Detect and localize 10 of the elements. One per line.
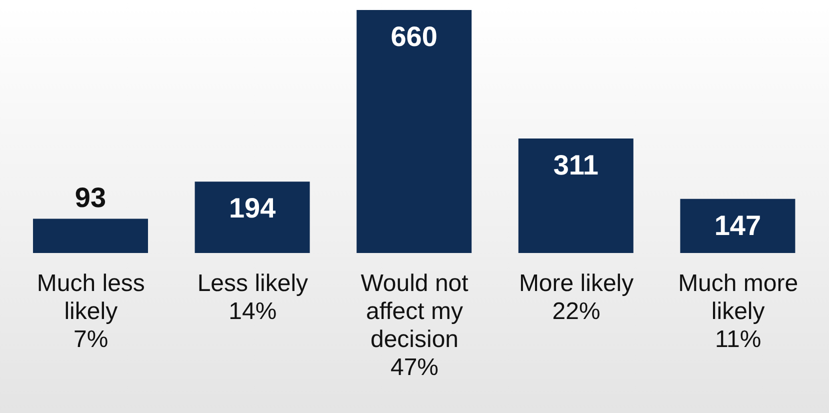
x-tick-label: Much more likely 11% xyxy=(678,270,798,353)
data-label: 147 xyxy=(714,210,762,241)
x-tick-label: Much less likely 7% xyxy=(36,270,145,353)
x-tick-label: Would not affect my decision 47% xyxy=(360,270,469,381)
data-label: 93 xyxy=(74,182,106,213)
x-tick-label: More likely 22% xyxy=(518,270,634,325)
x-tick-label: Less likely 14% xyxy=(197,270,308,325)
data-label: 311 xyxy=(553,149,598,180)
data-label: 660 xyxy=(390,21,438,52)
data-label: 194 xyxy=(228,192,276,224)
